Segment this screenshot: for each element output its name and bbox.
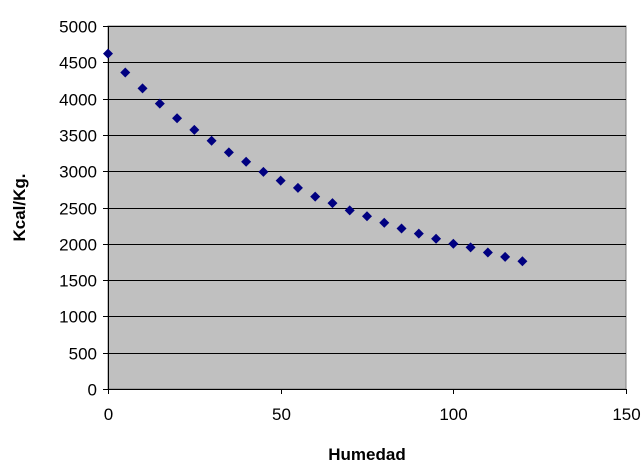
data-point [310, 191, 321, 202]
data-point [292, 182, 303, 193]
plot-area [107, 25, 627, 390]
y-tick-label: 2000 [59, 236, 97, 255]
data-point [344, 205, 355, 216]
data-point [189, 124, 200, 135]
data-point [465, 242, 476, 253]
x-tick-label: 0 [104, 405, 113, 424]
x-tick-label: 50 [272, 405, 291, 424]
data-point [172, 113, 183, 124]
y-axis-title: Kcal/Kg. [10, 173, 29, 241]
gridlines [108, 26, 626, 354]
data-point [448, 238, 459, 249]
y-tick-label: 4500 [59, 54, 97, 73]
data-point [103, 48, 113, 59]
data-point [154, 98, 165, 109]
data-point [120, 67, 131, 78]
y-tick-label: 5000 [59, 18, 97, 37]
data-point [413, 228, 424, 239]
data-point [206, 135, 217, 146]
x-tick-label: 100 [439, 405, 467, 424]
tick-labels: 0500100015002000250030003500400045005000… [59, 18, 641, 425]
data-point [275, 175, 286, 186]
data-points [103, 48, 528, 267]
data-point [362, 211, 372, 222]
y-tick-label: 1000 [59, 308, 97, 327]
data-point [241, 156, 252, 167]
data-point [431, 233, 442, 244]
x-axis-title: Humedad [328, 445, 405, 464]
data-point [482, 247, 493, 258]
axes [103, 26, 627, 394]
y-tick-label: 500 [69, 345, 97, 364]
y-tick-label: 1500 [59, 272, 97, 291]
data-point [379, 217, 390, 228]
data-point [223, 147, 234, 158]
y-tick-label: 3000 [59, 163, 97, 182]
y-tick-label: 4000 [59, 91, 97, 110]
data-point [258, 166, 269, 177]
data-point [500, 251, 511, 262]
y-tick-label: 3500 [59, 127, 97, 146]
data-point [396, 223, 407, 234]
x-tick-label: 150 [612, 405, 640, 424]
data-point [327, 198, 338, 209]
data-point [517, 256, 528, 267]
y-tick-label: 2500 [59, 200, 97, 219]
y-tick-label: 0 [88, 381, 97, 400]
data-point [137, 83, 148, 94]
